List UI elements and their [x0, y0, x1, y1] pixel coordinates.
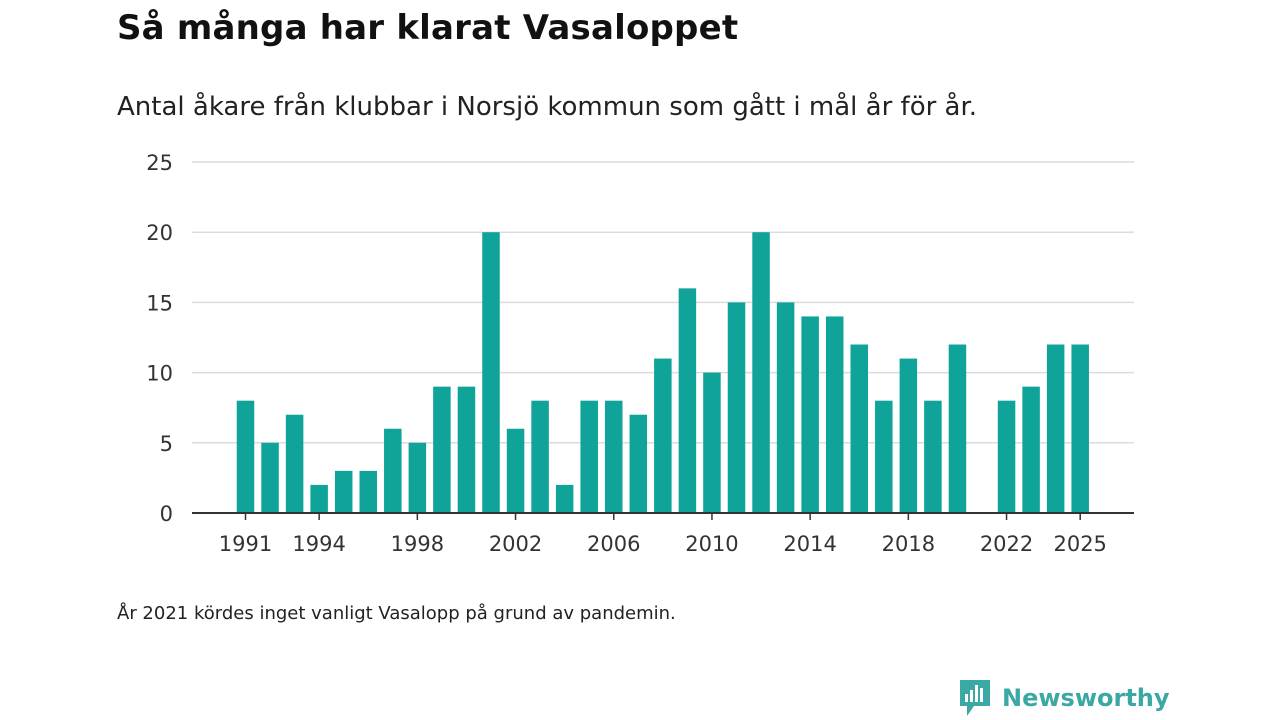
bar: [334, 470, 353, 513]
y-tick-label: 5: [160, 432, 173, 456]
chart-footnote: År 2021 kördes inget vanligt Vasalopp på…: [117, 603, 676, 624]
x-tick-label: 2014: [783, 532, 836, 556]
bar: [654, 358, 672, 513]
bar: [236, 400, 255, 513]
x-tick-label: 2002: [489, 532, 542, 556]
bar: [875, 400, 893, 513]
bar: [678, 288, 697, 513]
bar: [752, 232, 770, 513]
bar: [506, 428, 525, 513]
y-tick-label: 20: [146, 221, 173, 245]
x-tick-label: 2022: [980, 532, 1033, 556]
y-tick-label: 10: [146, 362, 173, 386]
x-tick-label: 1991: [219, 532, 272, 556]
x-tick-label: 2010: [685, 532, 738, 556]
bar: [408, 442, 427, 513]
x-tick-label: 2025: [1053, 532, 1106, 556]
x-tick-label: 2018: [882, 532, 935, 556]
x-tick-label: 1994: [292, 532, 345, 556]
bar: [899, 358, 918, 513]
y-tick-label: 15: [146, 291, 173, 315]
bar: [948, 344, 967, 513]
chart-subtitle: Antal åkare från klubbar i Norsjö kommun…: [117, 92, 978, 122]
x-tick-label: 2006: [587, 532, 640, 556]
bar: [1022, 386, 1040, 513]
bar: [580, 400, 598, 513]
brand-name: Newsworthy: [1002, 684, 1170, 712]
bar: [1046, 344, 1065, 513]
bar: [310, 484, 328, 513]
bar: [727, 302, 746, 513]
newsworthy-logo-icon: [960, 680, 990, 716]
bar: [261, 442, 279, 513]
bar: [924, 400, 942, 513]
brand-logo[interactable]: Newsworthy: [958, 678, 1170, 718]
bar: [776, 302, 795, 513]
bar: [482, 232, 500, 513]
bar: [629, 414, 648, 513]
bar: [1071, 344, 1089, 513]
bar: [703, 372, 721, 513]
bar: [997, 400, 1016, 513]
x-tick-label: 1998: [391, 532, 444, 556]
bar: [433, 386, 451, 513]
bar: [605, 400, 623, 513]
bar: [801, 316, 819, 513]
y-tick-label: 25: [146, 151, 173, 175]
bar: [825, 316, 844, 513]
bar: [359, 470, 377, 513]
bar: [285, 414, 304, 513]
bar: [457, 386, 476, 513]
bar: [531, 400, 549, 513]
y-tick-label: 0: [160, 502, 173, 526]
bar: [384, 428, 402, 513]
bar: [555, 484, 574, 513]
chart-title: Så många har klarat Vasaloppet: [117, 8, 739, 48]
bar: [850, 344, 868, 513]
